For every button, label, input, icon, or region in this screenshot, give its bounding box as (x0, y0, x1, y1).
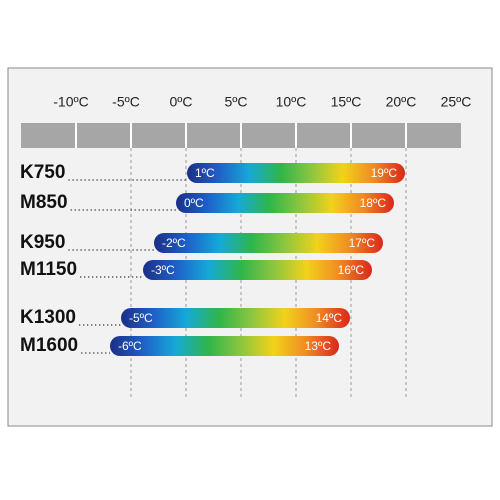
category-label: M1600 (20, 335, 78, 356)
value-label: 18ºC (360, 196, 387, 210)
x-tick-label: 25ºC (441, 94, 472, 110)
category-label: M1150 (20, 259, 77, 280)
x-tick-label: -5ºC (112, 94, 140, 110)
value-label: 14ºC (316, 311, 343, 325)
category-label: K950 (20, 232, 65, 253)
range-bar (110, 336, 339, 356)
range-bar (121, 308, 350, 328)
x-tick-label: 0ºC (169, 94, 192, 110)
x-tick-label: 10ºC (276, 94, 307, 110)
value-label: 1ºC (195, 166, 215, 180)
value-label: 13ºC (305, 339, 332, 353)
value-label: 16ºC (338, 263, 365, 277)
value-label: 0ºC (184, 196, 204, 210)
x-tick-label: -10ºC (53, 94, 88, 110)
x-tick-label: 5ºC (224, 94, 247, 110)
range-bar (154, 233, 383, 253)
x-tick-label: 15ºC (331, 94, 362, 110)
category-label: K1300 (20, 307, 76, 328)
value-label: -3ºC (151, 263, 175, 277)
range-bar (187, 163, 405, 183)
value-label: 19ºC (371, 166, 398, 180)
x-tick-label: 20ºC (386, 94, 417, 110)
value-label: 17ºC (349, 236, 376, 250)
value-label: -5ºC (129, 311, 153, 325)
range-bar (176, 193, 394, 213)
range-bar (143, 260, 372, 280)
value-label: -2ºC (162, 236, 186, 250)
category-label: M850 (20, 192, 68, 213)
category-label: K750 (20, 162, 65, 183)
value-label: -6ºC (118, 339, 142, 353)
